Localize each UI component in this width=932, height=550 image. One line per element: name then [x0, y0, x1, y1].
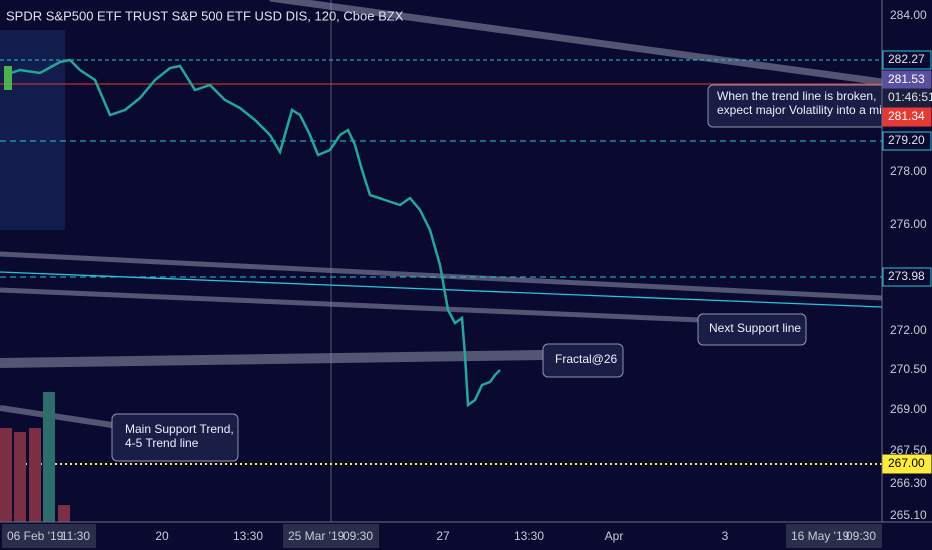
price-tag: [882, 267, 932, 287]
price-series: [4, 58, 501, 408]
price-tag: [882, 50, 932, 70]
price-tag-text: 281.34: [888, 109, 925, 123]
time-label: 13:30: [233, 529, 263, 543]
price-label: 265.10: [890, 508, 927, 522]
price-label: 269.00: [890, 402, 927, 416]
note-text: expect major Volatility into a min: [717, 103, 888, 117]
price-tag: [882, 107, 932, 127]
price-tag-text: 279.20: [888, 133, 925, 147]
time-box: [786, 524, 882, 548]
time-date: 06 Feb '19: [7, 529, 64, 543]
note-text: Fractal@26: [555, 352, 618, 366]
candle: [4, 66, 12, 90]
price-label: 278.00: [890, 164, 927, 178]
chart-title: SPDR S&P500 ETF TRUST S&P 500 ETF USD DI…: [6, 8, 404, 23]
price-tag-text: 267.00: [888, 456, 925, 470]
price-label: 266.30: [890, 476, 927, 490]
price-tag: [882, 131, 932, 151]
annotation: Next Support line: [697, 313, 807, 346]
time-label: 13:30: [514, 529, 544, 543]
price-label: 284.00: [890, 8, 927, 22]
time-label: 3: [722, 529, 729, 543]
time-box: [2, 524, 96, 548]
time-label: 27: [436, 529, 450, 543]
cyan-trend: [0, 271, 883, 308]
price-tag-text: 01:46:51: [888, 90, 932, 104]
price-tag: [882, 454, 932, 474]
price-tag-text: 273.98: [888, 269, 925, 283]
price-tag-text: 282.27: [888, 52, 925, 66]
annotation: When the trend line is broken, expect ma…: [707, 84, 889, 128]
price-label: 270.50: [890, 362, 927, 376]
time-time: 09:30: [343, 529, 373, 543]
time-label: Apr: [605, 529, 624, 543]
price-tag-text: 281.53: [888, 72, 925, 86]
volume-bars: [0, 392, 70, 522]
note-text: When the trend line is broken,: [717, 89, 876, 103]
time-date: 16 May '19: [791, 529, 850, 543]
time-time: 09:30: [846, 529, 876, 543]
price-label: 272.00: [890, 323, 927, 337]
time-box: [283, 524, 379, 548]
indicator-band: [0, 30, 65, 230]
price-label: 267.50: [890, 443, 927, 457]
note-text: Main Support Trend,: [125, 422, 234, 436]
price-label: 276.00: [890, 217, 927, 231]
annotation: Fractal@26: [542, 343, 624, 378]
time-date: 25 Mar '19: [288, 529, 345, 543]
time-label: 20: [155, 529, 169, 543]
note-text: 4-5 Trend line: [125, 436, 199, 450]
note-text: Next Support line: [709, 321, 801, 335]
annotation: Main Support Trend, 4-5 Trend line: [111, 413, 239, 462]
time-time: 11:30: [61, 529, 90, 543]
price-tag: [882, 88, 932, 108]
